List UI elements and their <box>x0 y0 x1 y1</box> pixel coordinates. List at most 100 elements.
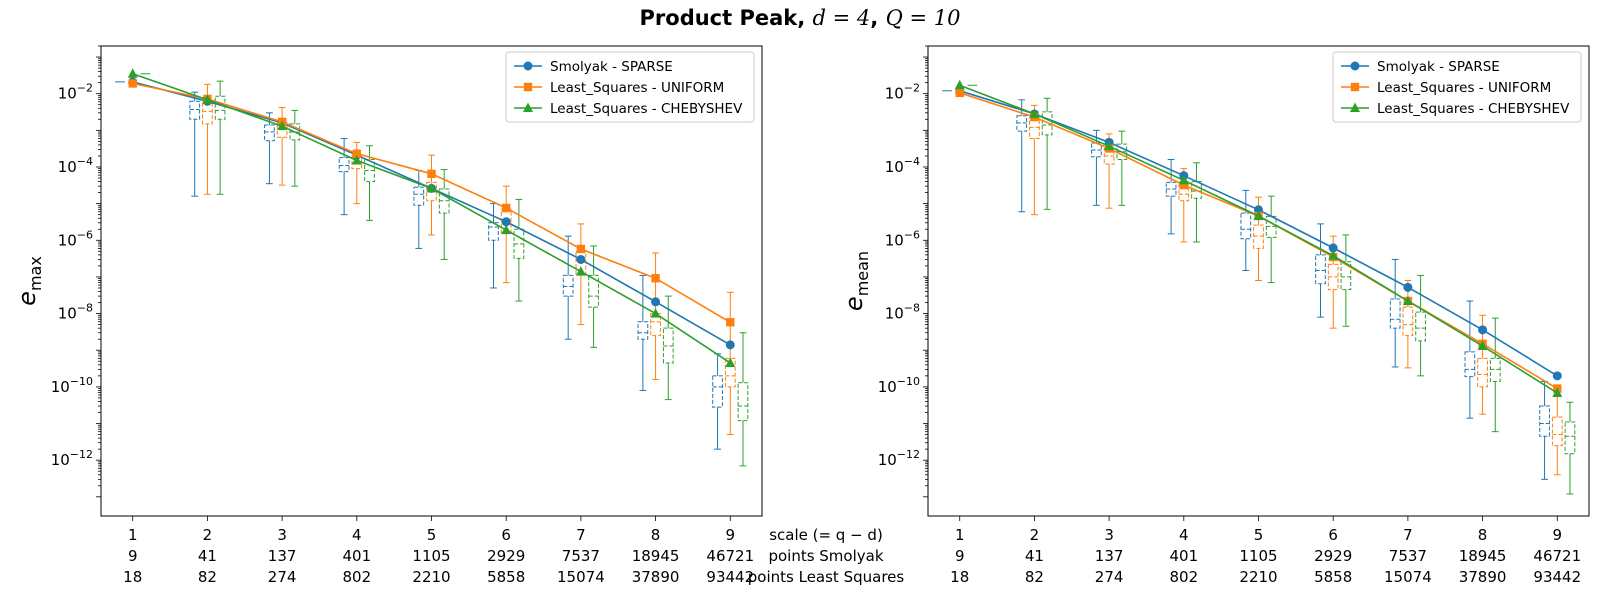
row-label-points-smolyak: points Smolyak <box>768 547 883 565</box>
x-tick-label-points-smolyak: 41 <box>198 547 217 565</box>
row-label-scale: scale (= q − d) <box>769 526 883 544</box>
x-tick-label-points-least-squares: 274 <box>268 568 297 586</box>
y-tick-label: 10−8 <box>58 302 93 323</box>
legend-item: Least_Squares - CHEBYSHEV <box>1341 101 1570 117</box>
row-label-points-least-squares: points Least Squares <box>748 568 905 586</box>
box-iqr <box>1489 357 1501 383</box>
legend-marker-triangle <box>523 102 533 112</box>
chart-panel-max: 10−12 10−10 10−8 10−6 10−4 10−2 emax 1 9 18 2 41 82 3… <box>13 45 763 586</box>
x-tick-label-points-least-squares: 802 <box>342 568 371 586</box>
y-axis-label: emax <box>13 256 45 306</box>
x-tick-label-points-smolyak: 137 <box>1095 547 1124 565</box>
box-iqr <box>1240 212 1252 240</box>
box-iqr <box>1191 181 1202 199</box>
box-iqr <box>1551 416 1563 447</box>
x-tick-label-scale: 5 <box>427 526 437 544</box>
series-marker-circle <box>576 254 586 264</box>
x-tick-label-scale: 6 <box>501 526 511 544</box>
figure-title: Product Peak, d = 4, Q = 10 <box>0 6 1600 30</box>
series-marker-triangle <box>1402 295 1413 306</box>
y-tick-exponent: −10 <box>70 375 93 388</box>
y-tick-exponent: −8 <box>904 302 920 315</box>
legend: Smolyak - SPARSE Least_Squares - UNIFORM L… <box>1332 51 1582 123</box>
x-tick-label-points-smolyak: 46721 <box>1533 547 1581 565</box>
y-tick-exponent: −2 <box>904 82 920 95</box>
box-iqr <box>588 274 599 308</box>
title-d: d = 4 <box>812 6 871 30</box>
box-iqr <box>413 186 425 206</box>
y-tick-exponent: −4 <box>904 155 920 168</box>
legend-item: Least_Squares - CHEBYSHEV <box>514 101 743 117</box>
x-tick-label-scale: 7 <box>576 526 586 544</box>
x-tick-label-points-smolyak: 41 <box>1025 547 1044 565</box>
x-tick-label-scale: 4 <box>1179 526 1189 544</box>
y-tick-label: 10−8 <box>885 302 920 323</box>
x-tick-label-scale: 5 <box>1254 526 1264 544</box>
series-marker-square <box>1179 180 1189 190</box>
x-tick-label-points-least-squares: 5858 <box>487 568 525 586</box>
y-tick-exponent: −4 <box>77 155 93 168</box>
series-marker-triangle <box>1253 210 1264 220</box>
x-tick-label-points-smolyak: 9 <box>128 547 138 565</box>
box-plot <box>189 91 201 197</box>
series-line <box>959 84 1558 394</box>
series-marker-square <box>128 79 137 88</box>
x-tick-label-points-smolyak: 2929 <box>487 547 525 565</box>
legend: Smolyak - SPARSE Least_Squares - UNIFORM L… <box>505 51 755 123</box>
x-tick-label-points-smolyak: 7537 <box>1389 547 1427 565</box>
y-tick-exponent: −12 <box>70 448 93 461</box>
box-plot <box>1464 300 1476 419</box>
legend-item: Smolyak - SPARSE <box>1341 59 1500 75</box>
box-iqr <box>1477 357 1488 388</box>
box-iqr <box>338 157 350 173</box>
y-tick-label: 10−4 <box>885 155 920 176</box>
y-tick-exponent: −8 <box>77 302 93 315</box>
series-marker-triangle <box>650 308 661 318</box>
legend-item: Smolyak - SPARSE <box>514 59 673 75</box>
x-tick-label-points-least-squares: 802 <box>1169 568 1198 586</box>
legend-frame <box>1332 51 1582 123</box>
y-tick-exponent: −6 <box>904 228 920 241</box>
legend-label: Least_Squares - UNIFORM <box>550 80 724 96</box>
legend-label: Least_Squares - UNIFORM <box>1377 80 1551 96</box>
box-plot <box>500 185 512 284</box>
legend-label: Smolyak - SPARSE <box>1377 59 1500 75</box>
box-plot <box>1551 394 1563 476</box>
box-plot <box>588 245 599 348</box>
box-plot <box>1029 104 1040 216</box>
series-marker-circle <box>651 297 661 307</box>
box-plot <box>1191 162 1202 243</box>
y-tick-exponent: −12 <box>897 448 920 461</box>
x-tick-label-scale: 4 <box>352 526 362 544</box>
x-tick-label-scale: 7 <box>1403 526 1413 544</box>
x-tick-label-scale: 9 <box>725 526 735 544</box>
box-iqr <box>662 327 674 364</box>
box-plot <box>1165 159 1177 235</box>
box-plot <box>214 80 226 195</box>
series-marker-circle <box>1328 243 1338 253</box>
x-tick-label-points-smolyak: 46721 <box>706 547 754 565</box>
box-iqr <box>1029 117 1040 139</box>
series-marker-square <box>651 274 660 283</box>
x-tick-label-points-smolyak: 18945 <box>632 547 680 565</box>
box-iqr <box>1564 421 1576 455</box>
series-marker-circle <box>1552 371 1562 381</box>
y-tick-exponent: −10 <box>897 375 920 388</box>
box-plot <box>1016 99 1028 213</box>
series-marker-square <box>726 318 735 327</box>
series-marker-square <box>501 203 511 213</box>
legend-item: Least_Squares - UNIFORM <box>514 80 724 96</box>
box-plot <box>426 154 437 236</box>
series-marker-triangle <box>954 79 965 90</box>
x-tick-label-points-least-squares: 93442 <box>1533 568 1581 586</box>
box-plot <box>488 203 499 289</box>
box-plot <box>1340 234 1352 327</box>
box-plot <box>1564 401 1576 495</box>
x-tick-label-points-smolyak: 401 <box>1169 547 1198 565</box>
title-prefix: Product Peak, <box>639 6 813 30</box>
x-tick-label-scale: 3 <box>277 526 287 544</box>
series-marker-square <box>352 149 362 158</box>
x-tick-label-scale: 1 <box>955 526 965 544</box>
x-tick-label-scale: 8 <box>651 526 661 544</box>
